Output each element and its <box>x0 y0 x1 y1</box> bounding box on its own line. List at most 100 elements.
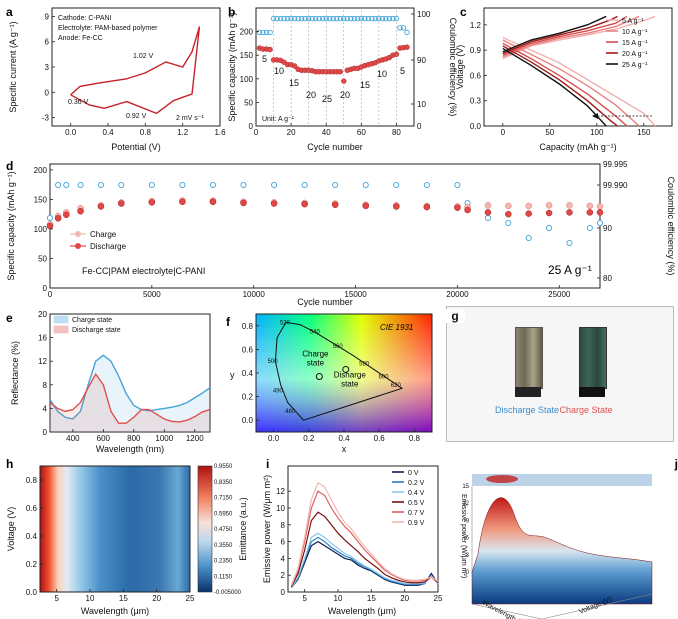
capacity-point <box>404 44 410 50</box>
ce-point <box>386 15 393 22</box>
capacity-point <box>267 46 273 53</box>
peak-label-1.02v: 1.02 V <box>133 53 154 60</box>
panel-b-xticks: 0 20 40 60 80 <box>254 123 401 137</box>
charge-point <box>596 203 604 210</box>
panel-f-x-tick-label: 0.2 <box>303 434 315 443</box>
panel-f-x-tick-label: 0.4 <box>338 434 350 443</box>
charge-point <box>505 202 512 210</box>
panel-a-xticks: 0.0 0.4 0.8 1.2 1.6 <box>65 123 226 137</box>
ce-point <box>379 15 386 22</box>
cell-config-annotation: Fe-CC|PAM electrolyte|C-PANI <box>82 266 205 276</box>
discharge-point <box>301 200 308 208</box>
panel-c-xticks: 0 50 100 150 <box>501 123 651 137</box>
panel-label-j: j <box>674 457 678 471</box>
panel-f-y-tick-label: 0.6 <box>242 345 254 354</box>
j-base-axes <box>471 593 653 619</box>
panel-b-y-tick-label: 200 <box>240 28 254 37</box>
emissive-curve <box>290 532 439 589</box>
ce-point <box>270 15 277 22</box>
charge-curve <box>502 15 656 60</box>
panel-i-axes <box>287 465 439 593</box>
charge-point <box>525 202 532 210</box>
colorbar <box>197 465 213 593</box>
ce-point <box>505 220 512 227</box>
rate-label-5a: 5 <box>262 54 267 64</box>
panel-label-e: e <box>6 311 13 325</box>
charge-curve <box>502 15 607 53</box>
discharge-curve <box>502 39 640 127</box>
panel-b-x-tick-label: 80 <box>392 128 401 137</box>
panel-i-legend: 0 V 0.2 V 0.4 V 0.5 V 0.7 V 0.9 V <box>392 470 425 527</box>
ce-point <box>372 15 379 22</box>
panel-a-x-tick-label: 1.6 <box>214 128 226 137</box>
panel-d-chart: d Charge Discharge Fe-CC|PAM electrolyte|… <box>6 159 676 307</box>
panel-d-y-tick-label: 150 <box>34 195 48 204</box>
ce-point <box>288 15 294 22</box>
rate-label-20a-return: 20 <box>340 90 350 100</box>
panel-e-y-tick-label: 20 <box>38 310 47 319</box>
panel-i-y-tick-label: 10 <box>276 504 285 513</box>
discharge-point <box>545 209 553 217</box>
panel-i-xticks: 5 10 15 20 25 <box>302 589 443 603</box>
panel-h-y-tick-label: 0.4 <box>26 532 38 541</box>
ce-point <box>260 29 266 36</box>
panel-c-x-tick-label: 50 <box>545 128 554 137</box>
legend-swatch <box>53 315 69 324</box>
ce-point <box>271 181 278 188</box>
ce-point <box>327 15 333 22</box>
peak-label-0.92v: 0.92 V <box>126 113 147 120</box>
panel-a-xlabel: Potential (V) <box>111 142 161 152</box>
panel-c-y-tick-label: 1.2 <box>470 21 482 30</box>
charge-curve <box>502 15 640 58</box>
emissive-curve <box>290 540 439 589</box>
panel-f-xlabel: x <box>342 444 347 454</box>
panel-b-y2-tick-label: 100 <box>417 10 431 19</box>
legend-label: 10 A g⁻¹ <box>622 29 648 36</box>
emissive-curve <box>290 511 439 588</box>
panel-label-g: g <box>445 309 465 323</box>
panel-e-x-tick-label: 400 <box>66 434 80 443</box>
ce-point <box>383 15 389 22</box>
ce-point <box>362 15 368 22</box>
colorbar-tick-label: 0.5950 <box>214 511 233 517</box>
ce-point <box>240 181 247 188</box>
locus-wavelength-label: 580 <box>359 362 370 368</box>
panel-a-y-tick-label: 9 <box>45 12 50 21</box>
panel-d-y2-tick-label: 99.995 <box>603 160 628 169</box>
legend-label: 0.2 V <box>408 480 425 487</box>
panel-d-y2-tick-label: 90 <box>603 224 612 233</box>
ce-point <box>148 181 155 188</box>
ce-point <box>334 15 340 22</box>
panel-d-x-tick-label: 25000 <box>548 290 571 299</box>
discharge-device-base <box>515 387 541 397</box>
panel-a-chart: a Cathode: C-PANI Electrolyte: PAM-based… <box>6 5 226 152</box>
locus-wavelength-label: 480 <box>285 409 296 415</box>
reflectance-curve <box>49 372 211 424</box>
panel-h-xlabel: Wavelength (μm) <box>81 606 149 616</box>
panel-h-x-tick-label: 5 <box>54 594 59 603</box>
ce-point <box>295 15 301 22</box>
ce-point <box>484 215 491 222</box>
panel-h-x-tick-label: 15 <box>119 594 128 603</box>
rate-label-5a-return: 5 <box>400 66 405 76</box>
ce-point <box>277 15 284 22</box>
peak-label-0.36v: 0.36 V <box>68 99 89 106</box>
panel-a-y-tick-label: 6 <box>45 38 50 47</box>
ce-point <box>263 29 270 36</box>
panel-h-chart: h 0.95500.83500.71500.59500.47500.35500.… <box>6 457 248 616</box>
discharge-point <box>240 199 247 207</box>
rate-label-25a: 25 <box>322 94 332 104</box>
charge-point <box>586 202 594 210</box>
discharge-point <box>118 200 125 207</box>
panel-a-plot <box>70 26 201 115</box>
panel-d-y-tick-label: 100 <box>34 225 48 234</box>
panel-b-yticks: 0 50 100 150 200 <box>240 28 259 131</box>
rate-label-10a-return: 10 <box>377 69 387 79</box>
panel-e-ylabel: Reflectance (%) <box>10 341 20 405</box>
panel-j-ztick-label: 9 <box>466 518 470 524</box>
legend-label: 0.7 V <box>408 510 425 517</box>
rate-label-15a: 15 <box>289 78 299 88</box>
panel-h-x-tick-label: 10 <box>86 594 95 603</box>
ce-point <box>397 25 403 31</box>
panel-d-legend: Charge Discharge <box>70 230 127 251</box>
